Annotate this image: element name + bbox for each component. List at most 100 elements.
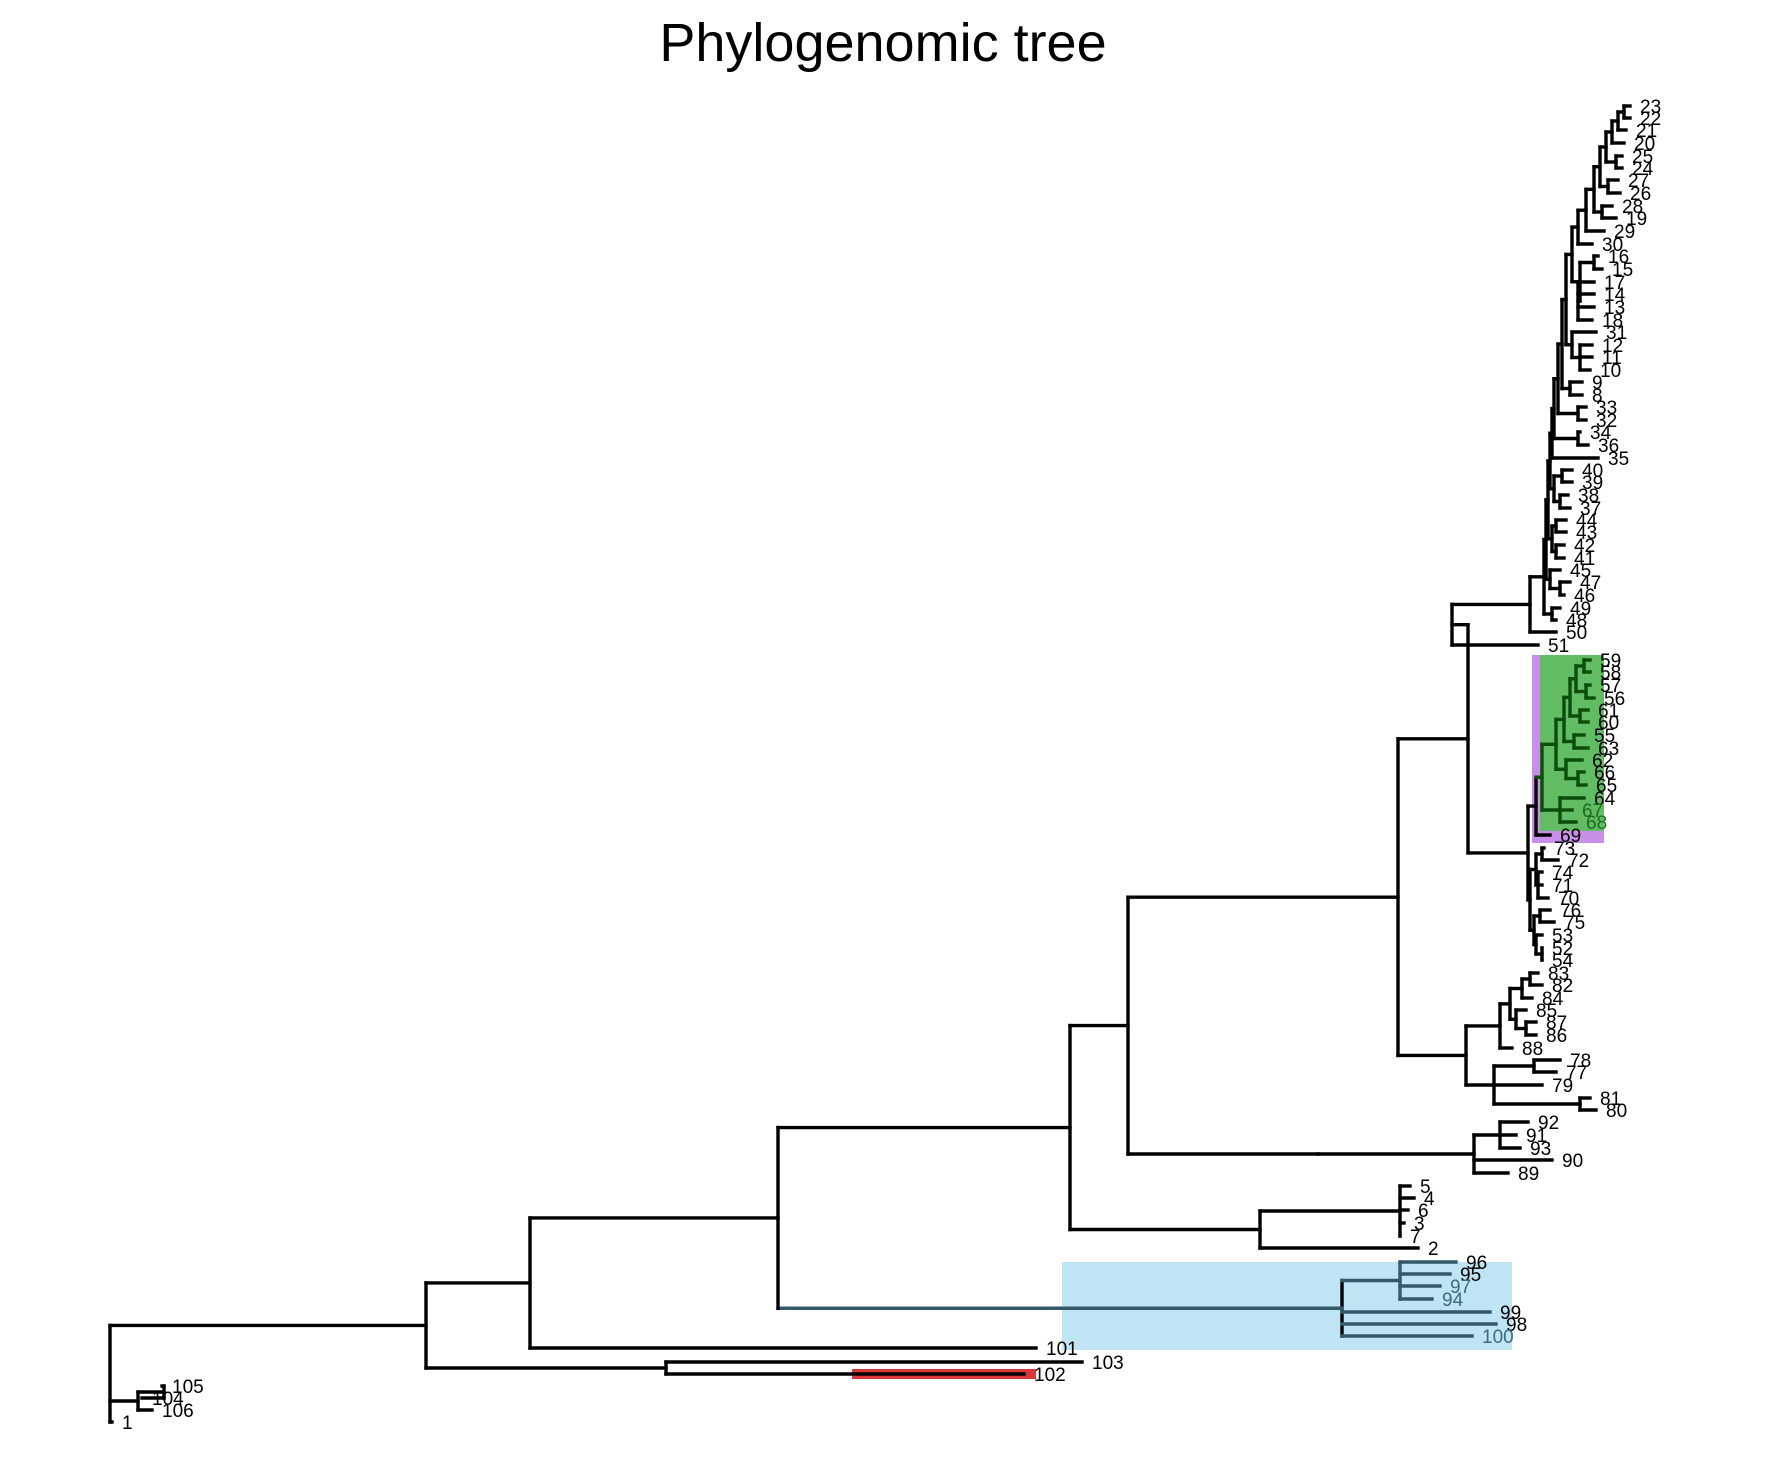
- tip-label-73: 73: [1554, 839, 1575, 860]
- tip-label-67: 67: [1582, 801, 1603, 822]
- tip-label-9: 9: [1592, 373, 1603, 394]
- tip-label-47: 47: [1580, 573, 1601, 594]
- tip-label-77: 77: [1566, 1063, 1587, 1084]
- tip-label-14: 14: [1604, 285, 1626, 306]
- tip-label-103: 103: [1092, 1353, 1124, 1374]
- tip-label-62: 62: [1592, 751, 1613, 772]
- tip-label-36: 36: [1598, 436, 1619, 457]
- tip-label-86: 86: [1546, 1026, 1567, 1047]
- tip-label-84: 84: [1542, 989, 1564, 1010]
- tip-label-52: 52: [1552, 939, 1573, 960]
- tip-label-18: 18: [1602, 311, 1623, 332]
- tip-label-88: 88: [1522, 1039, 1543, 1060]
- tip-label-93: 93: [1530, 1139, 1551, 1160]
- tip-label-66: 66: [1594, 763, 1615, 784]
- tip-label-81: 81: [1600, 1089, 1621, 1110]
- tip-label-60: 60: [1598, 713, 1619, 734]
- tip-label-16: 16: [1608, 247, 1629, 268]
- tip-label-57: 57: [1600, 676, 1621, 697]
- tip-label-21: 21: [1636, 121, 1657, 142]
- tip-label-39: 39: [1582, 473, 1603, 494]
- tip-label-98: 98: [1506, 1315, 1527, 1336]
- tip-label-89: 89: [1518, 1164, 1539, 1185]
- tip-label-69: 69: [1560, 826, 1581, 847]
- tip-label-30: 30: [1602, 235, 1623, 256]
- tip-label-49: 49: [1570, 599, 1591, 620]
- tip-label-100: 100: [1482, 1327, 1514, 1348]
- tip-label-28: 28: [1622, 197, 1643, 218]
- tip-label-51: 51: [1548, 636, 1569, 657]
- tip-label-61: 61: [1598, 701, 1619, 722]
- tip-label-92: 92: [1538, 1113, 1559, 1134]
- tip-label-45: 45: [1570, 561, 1591, 582]
- tip-label-29: 29: [1614, 222, 1635, 243]
- tip-label-65: 65: [1596, 776, 1617, 797]
- tip-label-74: 74: [1552, 863, 1574, 884]
- tip-label-13: 13: [1604, 298, 1625, 319]
- tip-label-50: 50: [1566, 623, 1587, 644]
- tip-label-48: 48: [1566, 611, 1587, 632]
- tip-label-15: 15: [1612, 260, 1633, 281]
- tip-label-104: 104: [152, 1389, 184, 1410]
- tip-label-79: 79: [1552, 1076, 1573, 1097]
- tip-label-46: 46: [1574, 586, 1595, 607]
- tip-label-31: 31: [1606, 323, 1627, 344]
- tip-label-72: 72: [1568, 851, 1589, 872]
- tip-label-82: 82: [1552, 976, 1573, 997]
- tip-label-17: 17: [1604, 273, 1625, 294]
- tip-label-40: 40: [1582, 461, 1603, 482]
- tip-label-68: 68: [1586, 813, 1607, 834]
- tip-label-23: 23: [1640, 97, 1661, 118]
- tip-label-99: 99: [1500, 1303, 1521, 1324]
- tip-label-56: 56: [1604, 689, 1625, 710]
- tip-label-1: 1: [122, 1413, 133, 1434]
- tip-label-96: 96: [1466, 1253, 1487, 1274]
- tip-label-7: 7: [1410, 1227, 1421, 1248]
- tip-label-41: 41: [1574, 549, 1595, 570]
- tip-label-78: 78: [1570, 1051, 1591, 1072]
- tip-label-75: 75: [1564, 913, 1585, 934]
- tip-label-70: 70: [1558, 889, 1579, 910]
- tip-label-97: 97: [1450, 1277, 1471, 1298]
- tip-label-38: 38: [1578, 486, 1599, 507]
- tip-label-102: 102: [1034, 1365, 1066, 1386]
- tip-label-5: 5: [1420, 1177, 1431, 1198]
- tip-label-53: 53: [1552, 926, 1573, 947]
- tip-label-44: 44: [1576, 511, 1598, 532]
- tip-label-55: 55: [1594, 726, 1615, 747]
- tip-label-106: 106: [162, 1401, 194, 1422]
- tip-label-80: 80: [1606, 1101, 1627, 1122]
- tip-label-35: 35: [1608, 449, 1629, 470]
- tip-labels: 1234567891011121314151617181920212223242…: [122, 97, 1661, 1434]
- tip-label-76: 76: [1560, 901, 1581, 922]
- tip-label-58: 58: [1600, 663, 1621, 684]
- tip-label-37: 37: [1580, 499, 1601, 520]
- tip-label-20: 20: [1634, 134, 1655, 155]
- tip-label-27: 27: [1628, 171, 1649, 192]
- tip-label-6: 6: [1418, 1201, 1429, 1222]
- tip-label-95: 95: [1460, 1265, 1481, 1286]
- tip-label-71: 71: [1552, 876, 1573, 897]
- tip-label-8: 8: [1592, 386, 1603, 407]
- tip-label-4: 4: [1424, 1189, 1435, 1210]
- tip-label-105: 105: [172, 1377, 204, 1398]
- tip-label-32: 32: [1596, 411, 1617, 432]
- tip-label-34: 34: [1590, 423, 1612, 444]
- tip-label-22: 22: [1640, 109, 1661, 130]
- tip-label-2: 2: [1428, 1239, 1439, 1260]
- tip-label-87: 87: [1546, 1013, 1567, 1034]
- tip-label-24: 24: [1632, 159, 1654, 180]
- tip-label-91: 91: [1526, 1126, 1547, 1147]
- tip-label-63: 63: [1598, 739, 1619, 760]
- tip-label-83: 83: [1548, 964, 1569, 985]
- tip-label-11: 11: [1602, 348, 1622, 369]
- tip-label-12: 12: [1602, 336, 1623, 357]
- tip-label-10: 10: [1600, 361, 1621, 382]
- tip-label-85: 85: [1536, 1001, 1557, 1022]
- clade-highlights: [852, 655, 1604, 1379]
- tip-label-64: 64: [1594, 789, 1616, 810]
- tip-label-25: 25: [1632, 147, 1653, 168]
- tip-label-101: 101: [1046, 1339, 1078, 1360]
- page-title: Phylogenomic tree: [659, 13, 1107, 73]
